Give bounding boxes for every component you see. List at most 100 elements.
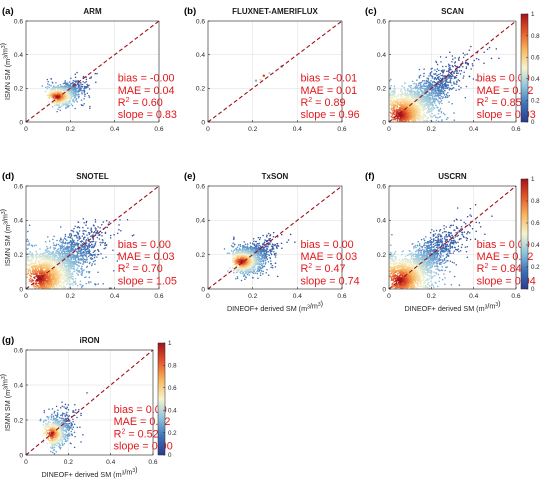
data-point [84,261,86,264]
data-point [439,83,442,85]
data-point [63,242,65,245]
colorbar-tick-label: 0.4 [531,76,540,83]
data-point [91,263,94,265]
data-point [99,241,101,244]
data-point [441,74,444,77]
data-point [49,101,52,103]
data-point [68,104,70,107]
data-point [72,80,75,82]
data-point [268,71,271,75]
data-point [126,219,129,221]
data-point [446,87,448,89]
data-point [28,242,31,245]
data-point [98,238,101,240]
data-point [46,245,48,248]
data-point [29,269,31,272]
x-tick-label: 0.4 [469,126,478,133]
panel-title: FLUXNET-AMERIFLUX [232,7,318,16]
data-point [52,242,55,244]
data-point [28,255,30,258]
data-point [47,85,49,88]
data-point [86,234,88,236]
data-point [433,73,435,75]
data-point [450,69,452,71]
y-tick-label: 0.6 [196,18,205,25]
data-point [442,88,445,90]
data-point [67,104,69,106]
data-point [390,103,392,105]
data-point [77,264,80,267]
data-point [71,273,74,276]
data-point [451,84,453,87]
data-point [65,107,67,109]
data-point [71,237,73,240]
data-point [415,115,418,118]
data-point [40,252,42,255]
data-point [54,86,56,88]
data-point [83,103,85,105]
panel-title: ARM [83,7,102,16]
data-point [453,112,455,114]
data-point [64,80,66,82]
slope-text: slope = 0.96 [300,109,359,121]
data-point [454,57,456,59]
y-tick-label: 0.2 [196,86,205,93]
data-point [49,247,51,249]
data-point [86,83,88,86]
data-point [53,91,56,93]
colorbar-tick-label: 0 [531,119,535,126]
data-point [73,235,76,237]
data-point [82,218,85,220]
data-point [78,230,81,232]
data-point [95,81,97,84]
data-point [438,101,441,103]
data-point [79,283,81,286]
data-point [400,89,402,91]
data-point [453,81,455,83]
data-point [442,92,445,95]
data-point [27,270,29,273]
data-point [423,72,425,75]
data-point [87,252,89,255]
data-point [82,230,84,232]
data-point [108,287,111,289]
data-point [56,110,58,113]
data-point [80,86,82,88]
data-point [75,268,78,271]
data-point [48,251,51,253]
data-point [430,68,432,70]
data-point [437,113,440,115]
data-point [448,101,450,103]
data-point [462,52,465,54]
data-point [80,89,82,92]
data-point [451,102,453,105]
data-point [404,90,406,92]
data-point [46,94,49,97]
data-point [33,245,36,247]
data-point [88,246,91,248]
data-point [259,78,262,82]
data-point [437,90,440,93]
data-point [420,90,422,92]
data-point [412,119,415,121]
data-point [477,58,480,61]
x-tick-label: 0 [206,126,210,133]
data-point [433,95,436,98]
data-point [434,116,437,118]
data-point [71,282,73,285]
y-tick-label: 0.6 [14,18,23,25]
data-point [92,260,95,263]
data-point [443,69,445,71]
data-point [411,80,414,83]
data-point [26,238,29,241]
data-point [429,103,431,105]
data-point [71,88,73,91]
x-tick-label: 0.6 [337,126,346,133]
data-point [440,61,442,63]
data-point [427,108,430,110]
data-point [455,83,458,85]
data-point [418,88,420,90]
x-tick-label: 0.6 [154,126,163,133]
data-point [83,221,85,224]
